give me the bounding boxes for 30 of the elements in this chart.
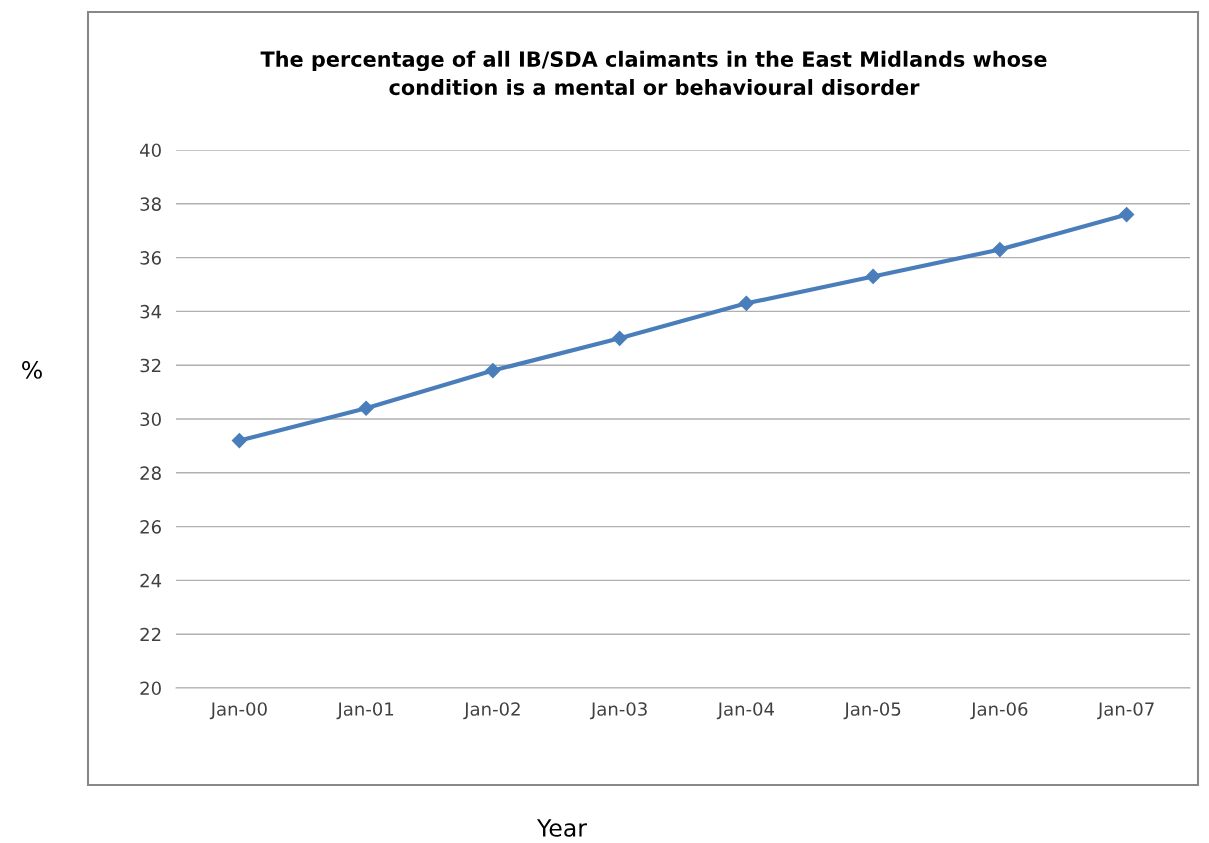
y-tick-label: 26 (140, 520, 161, 534)
point (485, 363, 501, 379)
y-tick-label: 38 (140, 197, 161, 211)
point (612, 330, 628, 346)
point (865, 268, 881, 285)
y-tick-label: 30 (140, 412, 161, 427)
y-tick-label: 40 (140, 143, 161, 158)
y-tick-label: 20 (140, 681, 161, 696)
y-tick-label: 32 (140, 358, 161, 373)
y-tick-label: 28 (140, 466, 161, 480)
y-tick-label: 34 (140, 304, 162, 319)
x-tick-label: Jan-00 (209, 702, 267, 720)
point (992, 241, 1008, 258)
point (738, 295, 754, 311)
x-axis-title: Year (536, 819, 587, 837)
y-tick-label: 24 (140, 573, 162, 588)
x-tick-label: Jan-07 (1097, 702, 1154, 720)
x-tick-label: Jan-06 (970, 702, 1028, 720)
point (358, 400, 374, 416)
y-tick-label: 36 (140, 251, 161, 265)
x-tick-label: Jan-04 (716, 702, 775, 720)
x-tick-label: Jan-05 (843, 702, 901, 720)
x-tick-label: Jan-01 (336, 702, 394, 720)
x-tick-label: Jan-02 (463, 702, 520, 720)
y-tick-label: 22 (140, 627, 161, 642)
point (1119, 206, 1135, 223)
point (231, 432, 247, 449)
chart-title: The percentage of all IB/SDA claimants in the East Midlands whose condition is a mental or behavioural disorder (260, 50, 1047, 96)
y-axis-title: % (22, 360, 42, 379)
x-tick-label: Jan-03 (590, 702, 647, 720)
